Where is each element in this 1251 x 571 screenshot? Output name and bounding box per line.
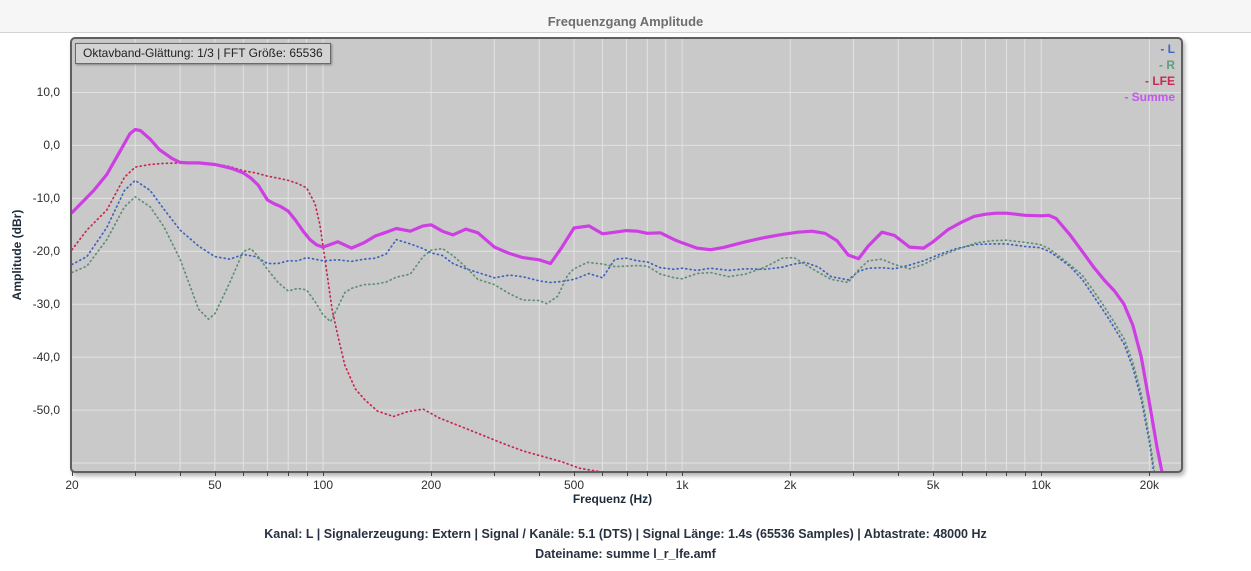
status-line: Kanal: L | Signalerzeugung: Extern | Sig… (264, 527, 987, 541)
x-tick-mark (267, 471, 269, 476)
x-tick-mark (853, 471, 855, 476)
x-tick-label: 50 (208, 478, 222, 492)
x-tick-mark (626, 471, 628, 476)
x-axis-title: Frequenz (Hz) (572, 492, 653, 506)
x-tick-label: 20 (65, 478, 79, 492)
series-lfe (72, 162, 602, 471)
x-tick-label: 500 (564, 478, 585, 492)
plot-frame: Oktavband-Glättung: 1/3 | FFT Größe: 655… (70, 37, 1183, 473)
y-tick-label: -10,0 (32, 191, 60, 206)
x-tick-mark (539, 471, 541, 476)
x-tick-mark (898, 471, 900, 476)
x-tick-mark (180, 471, 182, 476)
legend-item-r: - R (1159, 58, 1175, 72)
x-tick-mark (243, 471, 245, 476)
x-tick-label: 1k (675, 478, 689, 492)
y-tick-label: -30,0 (32, 297, 60, 312)
legend-item-lfe: - LFE (1145, 74, 1175, 88)
x-tick-label: 200 (421, 478, 442, 492)
x-tick-mark (933, 471, 935, 476)
x-tick-mark (72, 471, 73, 476)
x-tick-label: 100 (312, 478, 334, 492)
y-tick-label: 10,0 (36, 85, 60, 100)
y-tick-label: -50,0 (32, 403, 60, 418)
x-tick-label: 20k (1139, 478, 1160, 492)
series-l (72, 179, 1155, 471)
legend-item-l: - L (1160, 42, 1175, 56)
x-tick-mark (306, 471, 308, 476)
legend-item-summe: - Summe (1124, 90, 1175, 104)
filename-line: Dateiname: summe l_r_lfe.amf (535, 547, 716, 561)
smoothing-info-box: Oktavband-Glättung: 1/3 | FFT Größe: 655… (75, 43, 331, 64)
y-tick-label: -40,0 (32, 350, 60, 365)
y-tick-label: -20,0 (32, 244, 60, 259)
chart-container: Amplitude (dBr) Oktavband-Glättung: 1/3 … (10, 37, 1183, 506)
chart-header: Frequenzgang Amplitude (0, 0, 1251, 33)
page-title: Frequenzgang Amplitude (547, 14, 704, 29)
x-tick-mark (985, 471, 987, 476)
y-tick-label: 0,0 (43, 138, 60, 153)
x-tick-mark (1149, 471, 1151, 476)
x-tick-mark (135, 471, 137, 476)
x-tick-mark (214, 471, 216, 476)
x-tick-mark (790, 471, 792, 476)
x-tick-mark (1041, 471, 1043, 476)
status-bar: Kanal: L | Signalerzeugung: Extern | Sig… (0, 524, 1251, 564)
x-tick-mark (1006, 471, 1008, 476)
x-tick-mark (602, 471, 604, 476)
x-tick-mark (288, 471, 290, 476)
x-tick-label: 10k (1031, 478, 1051, 492)
x-tick-label: 5k (926, 478, 940, 492)
x-tick-mark (961, 471, 963, 476)
series-r (72, 195, 1156, 471)
x-tick-mark (647, 471, 649, 476)
plot-canvas[interactable] (72, 39, 1181, 471)
legend: - L - R - LFE - Summe (1124, 41, 1175, 105)
x-tick-mark (1024, 471, 1026, 476)
x-tick-mark (682, 471, 684, 476)
x-tick-mark (574, 471, 576, 476)
x-tick-mark (431, 471, 433, 476)
x-tick-mark (323, 471, 324, 476)
x-tick-mark (494, 471, 496, 476)
x-tick-mark (665, 471, 667, 476)
x-tick-label: 2k (783, 478, 797, 492)
series-summe (72, 127, 1164, 471)
